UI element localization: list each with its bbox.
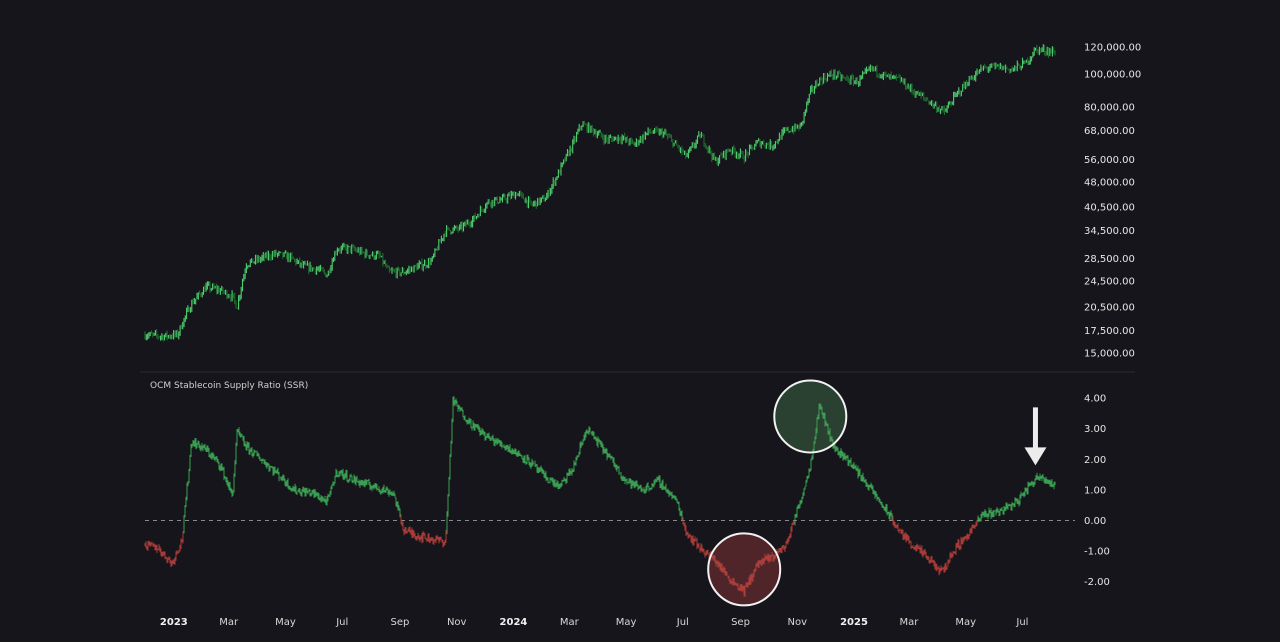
price-tick-label: 100,000.00 (1084, 69, 1141, 80)
ssr-tick-label: 4.00 (1084, 394, 1106, 405)
x-tick-label: 2023 (160, 617, 188, 628)
annotations (707, 379, 1047, 607)
x-tick-label: Jul (335, 617, 348, 628)
x-tick-label: Sep (391, 617, 410, 628)
price-tick-label: 56,000.00 (1084, 155, 1135, 166)
x-tick-label: May (955, 617, 976, 628)
price-tick-label: 15,000.00 (1084, 349, 1135, 360)
price-tick-label: 28,500.00 (1084, 254, 1135, 265)
x-tick-label: Nov (447, 617, 467, 628)
down-arrow-icon (1024, 407, 1047, 466)
x-tick-label: May (275, 617, 296, 628)
ssr-tick-label: 0.00 (1084, 516, 1106, 527)
price-tick-label: 17,500.00 (1084, 326, 1135, 337)
x-tick-label: Mar (899, 617, 919, 628)
x-tick-label: Nov (787, 617, 807, 628)
price-tick-label: 20,500.00 (1084, 303, 1135, 314)
price-tick-label: 120,000.00 (1084, 43, 1141, 54)
ssr-panel-title: OCM Stablecoin Supply Ratio (SSR) (150, 381, 308, 391)
x-tick-label: Sep (731, 617, 750, 628)
x-axis: 2023 Mar May Jul Sep Nov 2024 Mar May Jul Sep Nov 20… (160, 617, 1029, 628)
x-tick-label: Jul (676, 617, 689, 628)
red-highlight-circle (707, 532, 782, 607)
x-tick-label: 2025 (840, 617, 868, 628)
ssr-tick-label: -2.00 (1084, 577, 1110, 588)
price-tick-label: 34,500.00 (1084, 226, 1135, 237)
ssr-panel: OCM Stablecoin Supply Ratio (SSR) 4.00 3.… (144, 381, 1110, 597)
ssr-tick-label: -1.00 (1084, 547, 1110, 558)
x-tick-label: May (616, 617, 637, 628)
price-tick-label: 80,000.00 (1084, 102, 1135, 113)
ssr-tick-label: 2.00 (1084, 455, 1106, 466)
price-tick-label: 40,500.00 (1084, 202, 1135, 213)
x-tick-label: Jul (1015, 617, 1028, 628)
price-tick-label: 48,000.00 (1084, 177, 1135, 188)
ssr-tick-label: 1.00 (1084, 485, 1106, 496)
price-tick-label: 68,000.00 (1084, 126, 1135, 137)
x-tick-label: Mar (219, 617, 239, 628)
ssr-tick-label: 3.00 (1084, 424, 1106, 435)
price-panel: 120,000.00 100,000.00 80,000.00 68,000.00 56… (144, 43, 1141, 360)
x-tick-label: 2024 (500, 617, 528, 628)
x-tick-label: Mar (560, 617, 580, 628)
green-highlight-circle (773, 379, 848, 454)
price-tick-label: 24,500.00 (1084, 276, 1135, 287)
